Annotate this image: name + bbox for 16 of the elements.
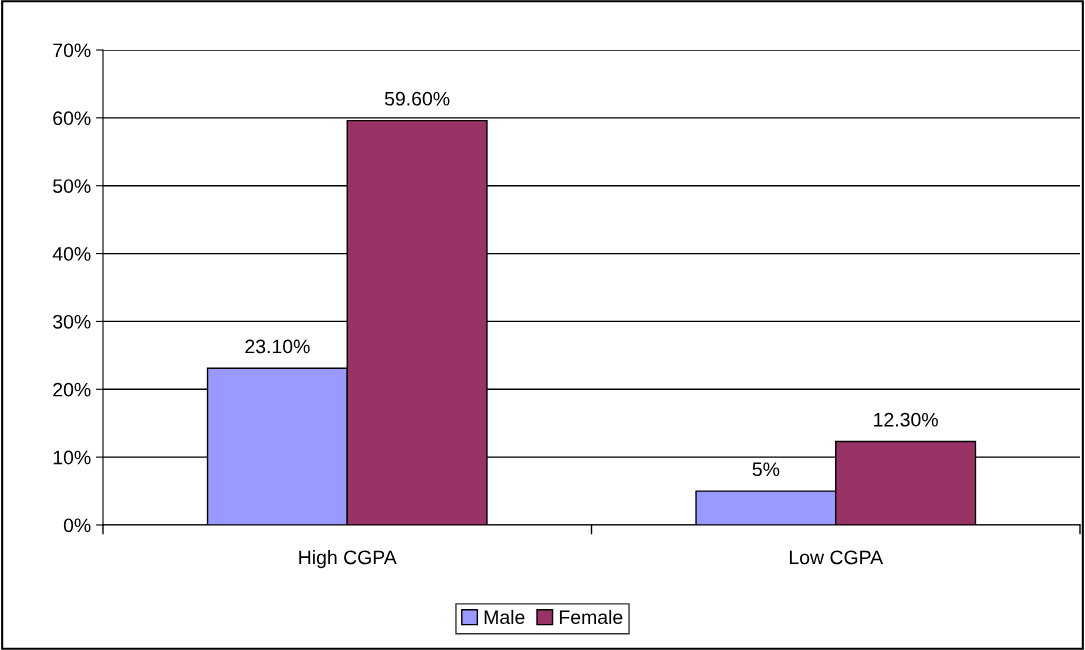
data-label: 5% — [752, 462, 780, 477]
legend-label: Female — [559, 609, 623, 625]
y-tick-label: 20% — [53, 382, 91, 397]
y-tick-label: 70% — [53, 43, 91, 58]
y-tick-label: 40% — [52, 247, 91, 261]
y-tick-label: 30% — [53, 314, 91, 329]
x-tick-label: Low CGPA — [789, 550, 884, 565]
y-tick-label: 10% — [53, 450, 91, 465]
data-label: 12.30% — [874, 412, 938, 427]
legend-label: Male — [484, 609, 525, 625]
data-label: 23.10% — [245, 339, 310, 354]
y-tick-label: 60% — [53, 111, 91, 126]
y-tick-label: 50% — [53, 179, 91, 193]
x-tick-label: High CGPA — [299, 550, 397, 569]
y-tick-label: 0% — [63, 518, 91, 533]
data-label: 59.60% — [384, 91, 450, 106]
